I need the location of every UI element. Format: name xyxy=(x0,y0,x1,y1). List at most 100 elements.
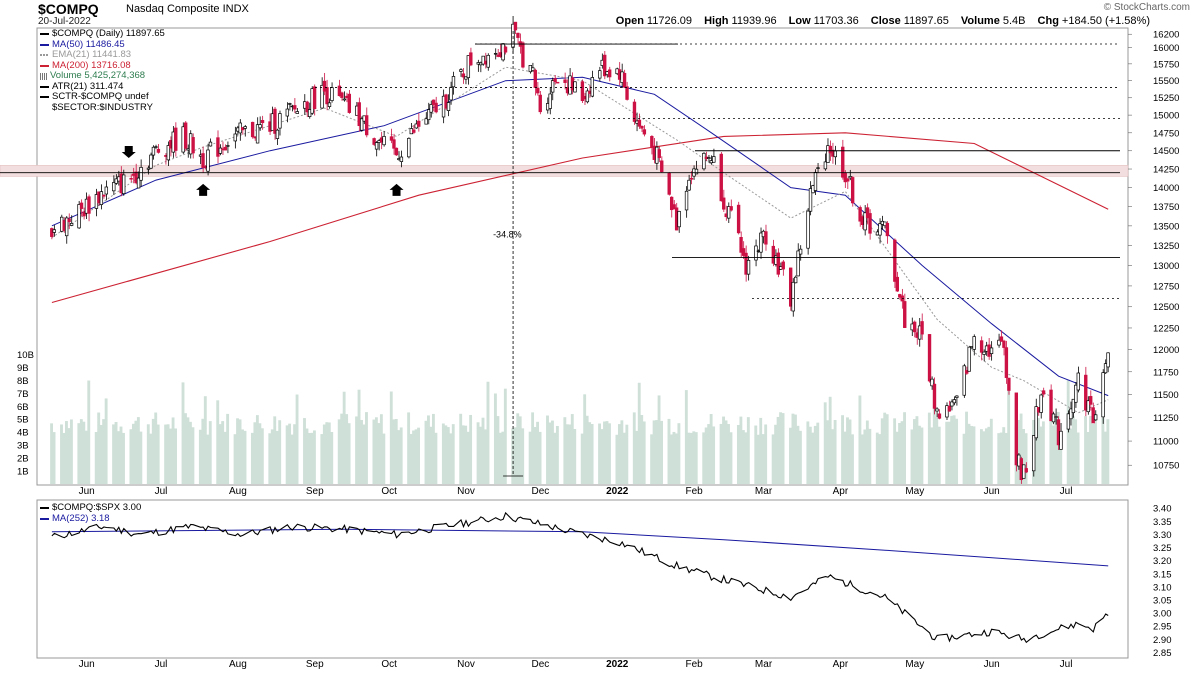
candle-up xyxy=(285,108,290,117)
volume-bar xyxy=(657,395,661,484)
volume-bar xyxy=(741,430,745,484)
candle-down xyxy=(417,120,421,127)
candle-up xyxy=(694,168,699,175)
candle-up xyxy=(1086,400,1090,413)
volume-bar xyxy=(955,418,959,484)
volume-bar xyxy=(811,432,815,484)
main-legend-entry: SCTR-$COMPQ undef xyxy=(40,91,165,103)
volume-bar xyxy=(1019,413,1023,484)
candle-down xyxy=(667,172,671,195)
volume-bar xyxy=(729,432,733,484)
change-value: +184.50 (+1.58%) xyxy=(1061,15,1150,27)
rs-tick-label: 3.40 xyxy=(1153,504,1172,515)
volume-bar xyxy=(444,425,448,484)
candle-down xyxy=(191,137,195,154)
volume-bar xyxy=(50,423,54,484)
chart-date: 20-Jul-2022 xyxy=(38,16,91,27)
volume-bar xyxy=(498,432,502,484)
volume-bar xyxy=(880,418,884,484)
volume-bar xyxy=(727,424,730,484)
volume-bar xyxy=(823,402,827,484)
volume-bar xyxy=(989,418,993,484)
volume-bar xyxy=(407,412,411,484)
volume-bar xyxy=(789,427,792,484)
candle-down xyxy=(183,122,188,149)
volume-bar xyxy=(253,422,257,484)
candle-down xyxy=(1041,390,1046,395)
candle-up xyxy=(952,399,957,404)
volume-bar xyxy=(779,412,782,484)
volume-bar xyxy=(600,429,604,484)
legend-text: ATR(21) 311.474 xyxy=(52,80,124,92)
volume-bar xyxy=(1022,428,1025,484)
volume-bar xyxy=(69,419,73,484)
volume-bar xyxy=(684,390,688,484)
candle-up xyxy=(982,351,986,355)
month-tick-label: 2022 xyxy=(606,659,629,670)
volume-bar xyxy=(1049,413,1053,484)
candle-down xyxy=(741,248,746,256)
price-tick-label: 15000 xyxy=(1153,111,1179,122)
rs-tick-label: 3.35 xyxy=(1153,517,1172,528)
candle-down xyxy=(850,177,855,204)
volume-bar xyxy=(555,425,559,484)
candle-down xyxy=(1007,377,1011,391)
month-tick-label: Nov xyxy=(457,486,475,497)
price-tick-label: 13000 xyxy=(1153,261,1179,272)
volume-bar xyxy=(325,422,329,484)
month-tick-label: Apr xyxy=(833,486,849,497)
candle-down xyxy=(67,218,71,223)
candle-up xyxy=(464,76,468,80)
price-tick-label: 14750 xyxy=(1153,128,1179,139)
volume-bar xyxy=(945,421,949,484)
volume-bar xyxy=(122,432,125,484)
volume-bar xyxy=(677,423,681,484)
volume-bar xyxy=(260,428,264,484)
volume-bar xyxy=(484,429,487,484)
volume-bar xyxy=(250,432,254,484)
candle-down xyxy=(1049,389,1053,422)
rs-tick-label: 2.95 xyxy=(1153,622,1172,633)
volume-bar xyxy=(1004,432,1008,484)
price-tick-label: 15750 xyxy=(1153,59,1179,70)
candle-down xyxy=(689,177,694,180)
ema21-line xyxy=(51,66,1109,414)
volume-bar xyxy=(1041,421,1045,484)
candle-down xyxy=(999,336,1004,342)
candle-down xyxy=(273,108,277,134)
candle-down xyxy=(444,94,448,109)
candle-up xyxy=(531,67,535,71)
volume-bar xyxy=(746,417,750,484)
candle-up xyxy=(1093,414,1098,421)
candle-up xyxy=(1039,394,1043,413)
volume-bar xyxy=(184,413,187,484)
volume-bar xyxy=(521,428,525,484)
candle-down xyxy=(657,149,661,158)
volume-bar xyxy=(868,428,872,484)
volume-bar xyxy=(310,432,314,484)
candle-down xyxy=(322,80,327,92)
month-tick-label: Feb xyxy=(686,659,704,670)
volume-bar xyxy=(372,419,376,484)
candle-down xyxy=(102,194,106,197)
legend-swatch xyxy=(40,507,49,510)
candle-down xyxy=(632,101,637,122)
volume-bar xyxy=(622,432,626,484)
candle-down xyxy=(516,32,520,38)
candle-down xyxy=(607,69,612,78)
volume-bar xyxy=(756,434,760,484)
candle-down xyxy=(947,405,952,412)
volume-bar xyxy=(62,432,66,484)
legend-swatch xyxy=(40,43,49,46)
legend-swatch xyxy=(40,517,49,520)
candle-up xyxy=(816,167,820,169)
open-label: Open xyxy=(615,15,644,27)
candle-up xyxy=(77,204,81,229)
volume-bar xyxy=(216,400,220,484)
candle-up xyxy=(64,217,69,237)
main-legend-entry: MA(200) 13716.08 xyxy=(40,60,165,72)
candle-down xyxy=(719,153,723,202)
rs-tick-label: 2.85 xyxy=(1153,648,1172,659)
candle-down xyxy=(513,21,518,31)
candle-down xyxy=(622,72,627,88)
